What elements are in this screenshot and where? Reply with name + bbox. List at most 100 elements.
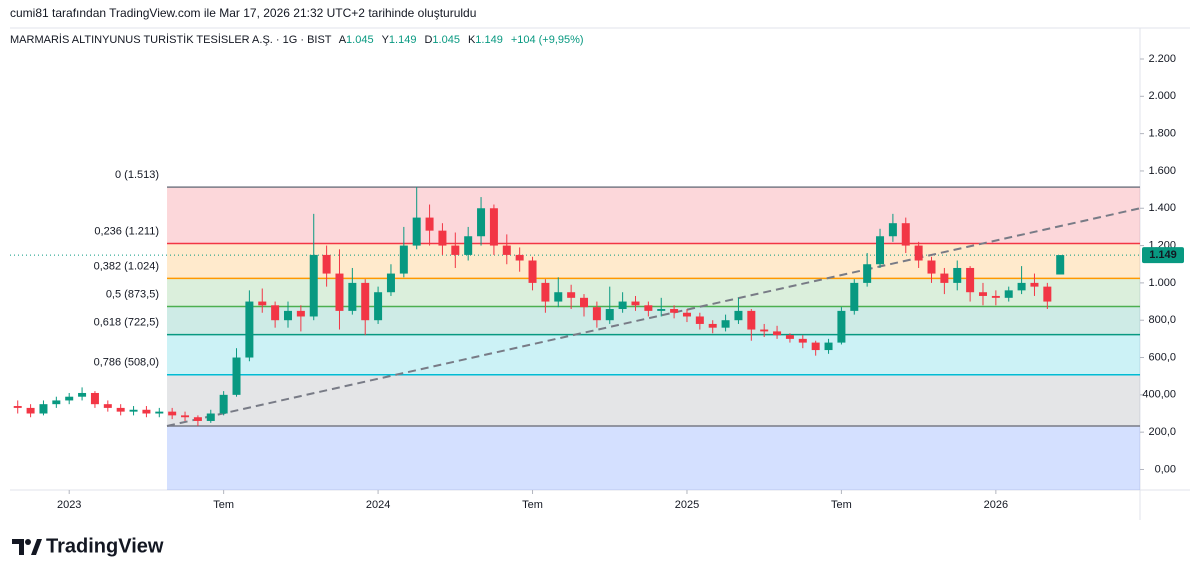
candle-body (567, 292, 576, 298)
candle-body (245, 301, 254, 358)
candle-body (953, 267, 962, 283)
x-tick-label: 2026 (984, 499, 1008, 511)
logo-icon (25, 539, 31, 545)
candle-body (631, 301, 640, 306)
candle-body (168, 411, 177, 416)
candle-body (580, 297, 589, 308)
candle-body (1004, 290, 1013, 298)
logo-icon (12, 539, 24, 555)
y-tick-label: 1.600 (1148, 165, 1176, 177)
candle-body (670, 309, 679, 313)
candle-body (1030, 282, 1039, 287)
symbol-title: MARMARİS ALTINYUNUS TURİSTİK TESİSLER A.… (10, 33, 332, 46)
candle-body (271, 305, 280, 321)
candle-body (592, 307, 601, 321)
candle-body (888, 223, 897, 237)
candle-body (451, 245, 460, 255)
candle-body (477, 208, 486, 237)
candle-body (708, 323, 717, 328)
candle-body (773, 331, 782, 336)
last-price-box (1142, 247, 1184, 264)
candle-body (52, 400, 61, 405)
candle-body (811, 342, 820, 351)
candle-body (747, 310, 756, 330)
candle-body (824, 342, 833, 351)
candle-body (374, 292, 383, 321)
y-tick-label: 800,0 (1148, 314, 1176, 326)
quote-label: K (468, 34, 476, 46)
candle-body (399, 245, 408, 274)
y-tick-label: 400,00 (1142, 389, 1176, 401)
candle-body (232, 357, 241, 395)
candle-body (296, 310, 305, 317)
candle-body (760, 329, 769, 332)
fib-label: 0,236 (1.211) (94, 225, 159, 237)
x-tick-label: Tem (213, 499, 234, 511)
x-tick-label: 2023 (57, 499, 81, 511)
candle-body (798, 338, 807, 343)
candle-body (682, 312, 691, 317)
candle-body (515, 254, 524, 261)
logo-text: TradingView (46, 535, 164, 557)
candle-body (283, 310, 292, 321)
candle-body (116, 407, 125, 412)
x-tick-label: Tem (831, 499, 852, 511)
candle-body (991, 295, 1000, 298)
fib-label: 0,618 (722,5) (94, 317, 159, 329)
candle-body (1043, 286, 1052, 302)
legend: MARMARİS ALTINYUNUS TURİSTİK TESİSLER A.… (10, 33, 584, 46)
y-tick-label: 2.200 (1148, 53, 1176, 65)
candle-body (78, 392, 87, 397)
quote-value: 1.149 (475, 34, 503, 46)
candle-body (155, 411, 164, 414)
candle-body (361, 282, 370, 321)
candle-body (657, 309, 666, 311)
change: +104 (+9,95%) (511, 34, 584, 46)
quote-label: D (424, 34, 432, 46)
y-tick-label: 0,00 (1155, 463, 1176, 475)
candle-body (90, 392, 99, 405)
x-tick-label: 2024 (366, 499, 390, 511)
candle-body (258, 301, 267, 306)
candle-body (940, 273, 949, 283)
quote-value: 1.045 (432, 34, 460, 46)
y-tick-label: 600,0 (1148, 351, 1176, 363)
y-tick-label: 1.000 (1148, 277, 1176, 289)
candle-body (644, 305, 653, 311)
quote-label: A (339, 34, 347, 46)
candle-body (554, 292, 563, 302)
x-tick-label: 2025 (675, 499, 699, 511)
candle-body (103, 404, 112, 408)
y-tick-label: 1.800 (1148, 128, 1176, 140)
fib-band (167, 187, 1141, 244)
last-price-label: 1.149 (1149, 249, 1177, 261)
candle-body (605, 309, 614, 321)
quote-value: 1.045 (346, 34, 374, 46)
candle-body (978, 292, 987, 296)
candle-body (39, 404, 48, 414)
candle-body (876, 236, 885, 265)
candle-body (26, 407, 35, 414)
candle-body (464, 236, 473, 255)
candle-body (734, 310, 743, 321)
candle-body (785, 335, 794, 339)
fib-label: 0,786 (508,0) (94, 357, 159, 369)
quote-value: 1.149 (389, 34, 417, 46)
candle-body (309, 254, 318, 317)
fib-band (167, 334, 1141, 375)
logo-icon (31, 539, 42, 555)
candle-body (541, 282, 550, 302)
trendline (166, 207, 1141, 427)
candle-body (386, 273, 395, 293)
candle-body (13, 406, 22, 408)
fib-band (167, 426, 1141, 490)
candle-body (322, 254, 331, 274)
candle-body (837, 310, 846, 343)
candle-body (181, 415, 190, 418)
candle-body (219, 394, 228, 414)
candle-body (721, 320, 730, 328)
candle-body (348, 282, 357, 311)
candle-body (438, 230, 447, 246)
